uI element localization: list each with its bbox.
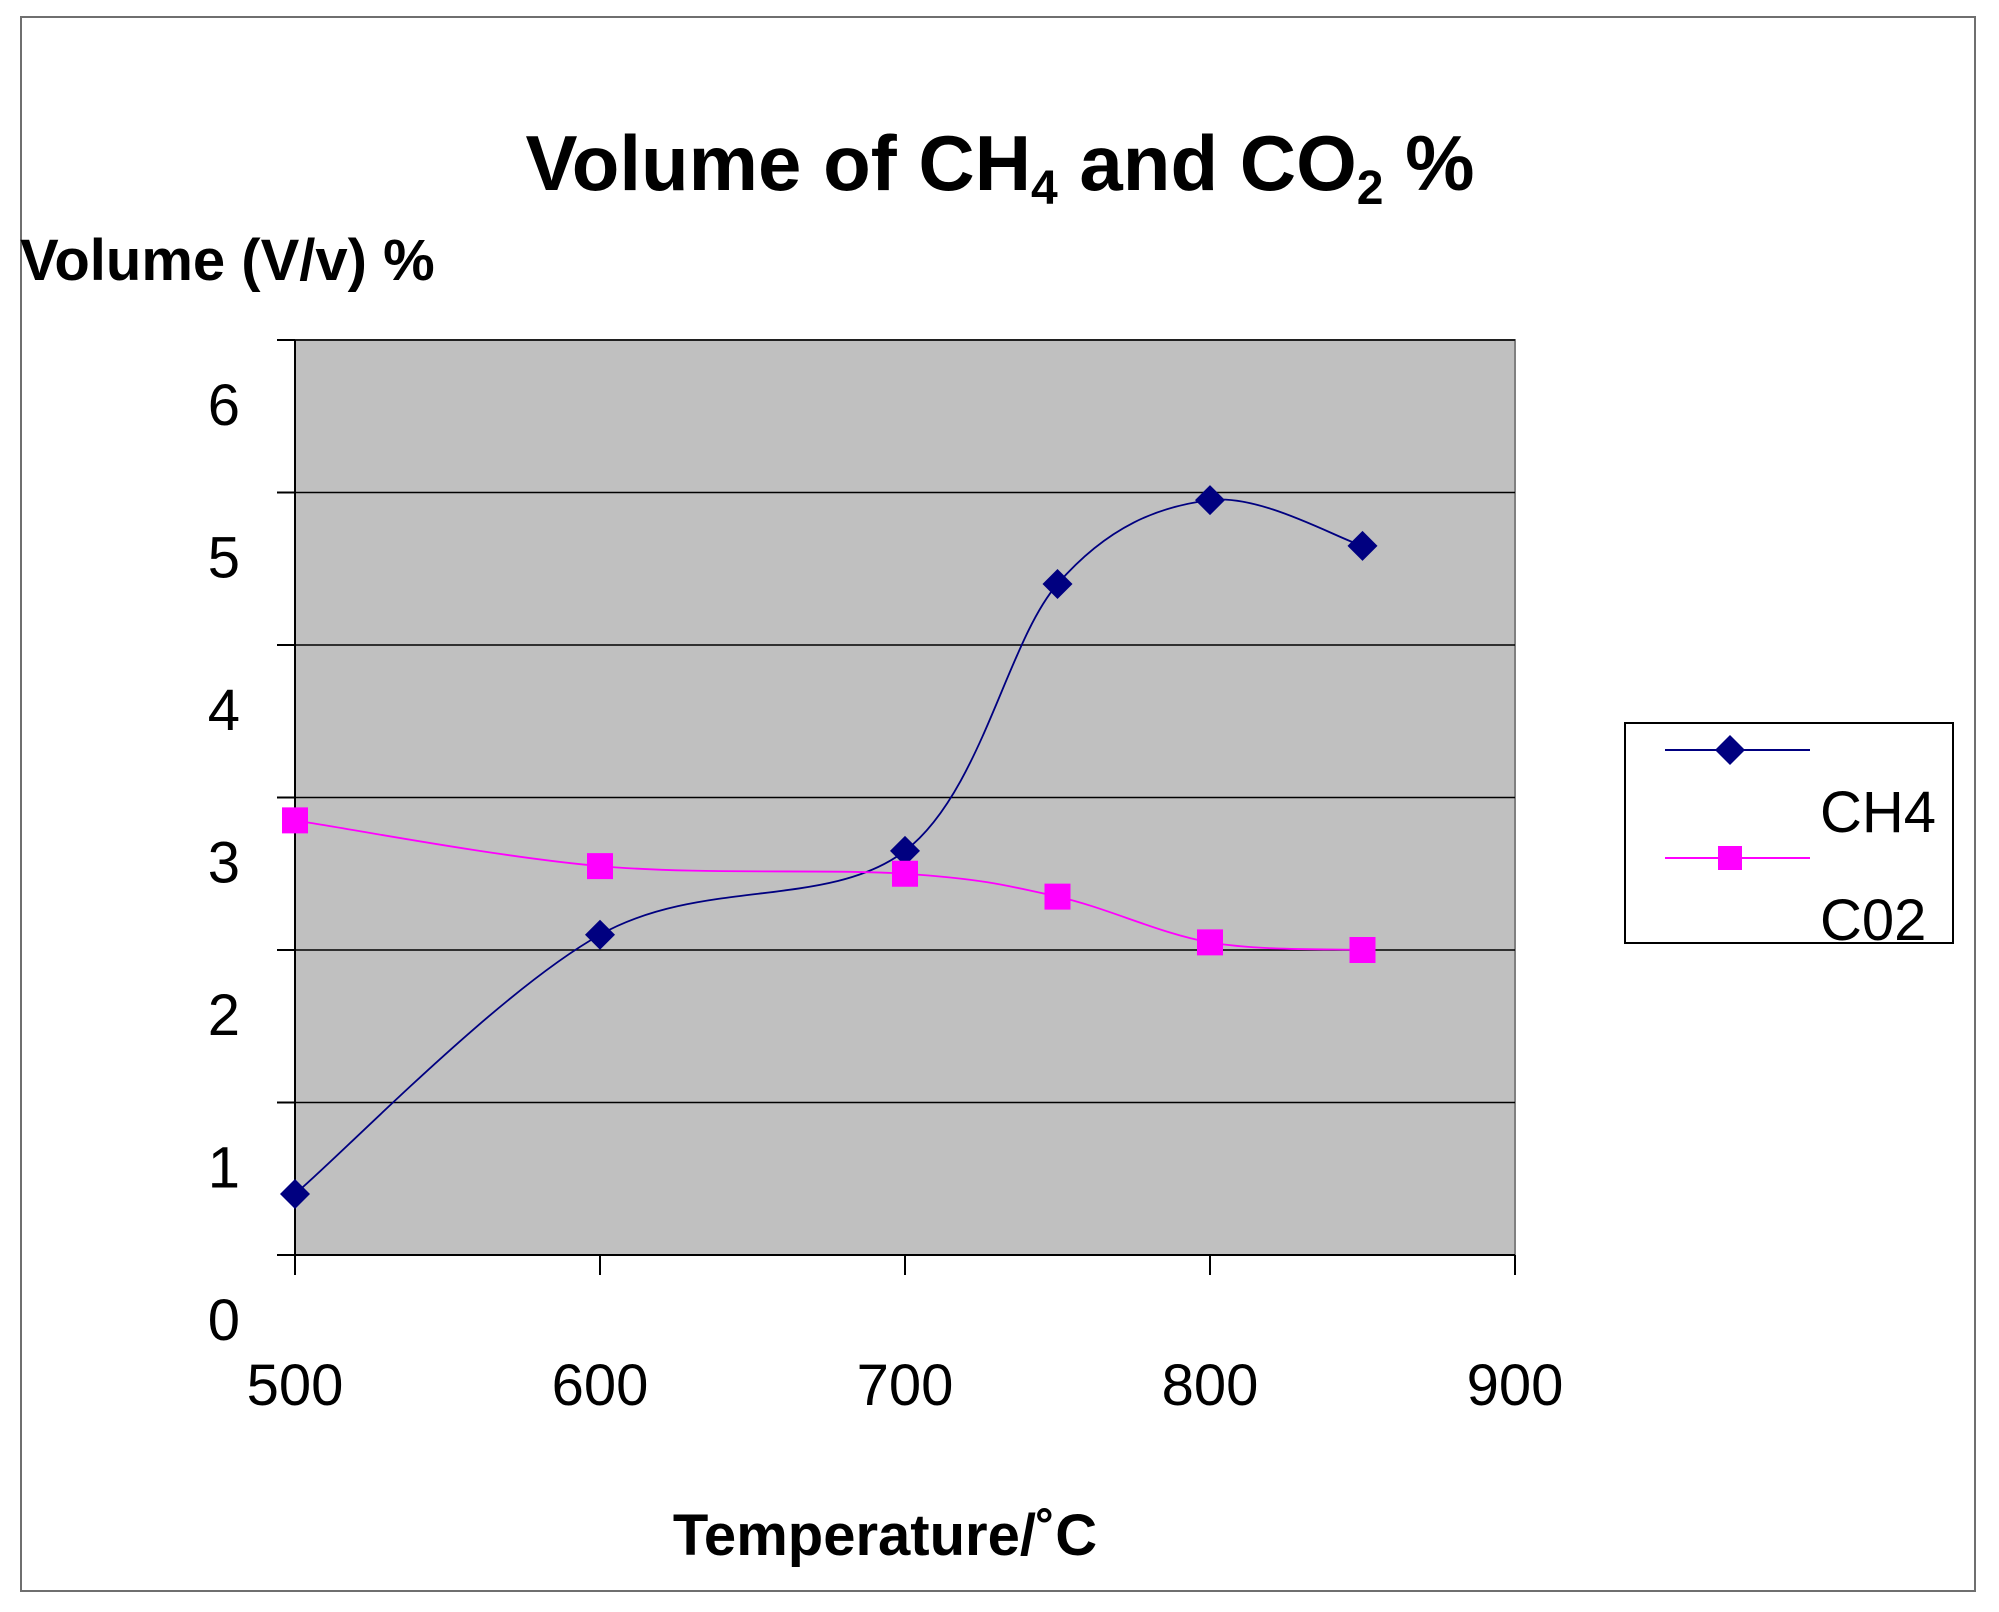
- y-tick-label: 5: [208, 526, 240, 591]
- legend-co2-marker: [1718, 846, 1742, 870]
- gridlines: [295, 339, 1515, 1104]
- data-point-c02: [1197, 929, 1223, 956]
- data-point-ch4: [1195, 485, 1225, 516]
- legend: CH4 C02: [1624, 722, 1954, 953]
- chart-title-part2: and CO: [1058, 119, 1357, 207]
- chart-title: Volume of CH4 and CO2 %: [525, 119, 1474, 215]
- legend-ch4-label: CH4: [1820, 780, 1936, 845]
- data-point-c02: [1044, 883, 1071, 910]
- legend-ch4-marker: [1715, 735, 1745, 765]
- legend-box: [1624, 722, 1954, 944]
- y-tick-label: 0: [208, 1288, 240, 1353]
- data-point-ch4: [585, 919, 615, 950]
- series-markers: [280, 485, 1378, 1209]
- x-tick-label: 500: [247, 1353, 344, 1418]
- data-point-ch4: [1042, 569, 1073, 599]
- data-point-ch4: [890, 835, 920, 866]
- chart-frame: [20, 16, 1976, 1592]
- data-point-ch4: [1347, 530, 1378, 561]
- x-tick-labels: 500 600 700 800 900: [247, 1353, 1564, 1418]
- x-axis-label: Temperature/˚C: [673, 1503, 1097, 1568]
- x-tick-label: 800: [1162, 1353, 1259, 1418]
- chart-title-part3: %: [1383, 119, 1474, 207]
- y-tick-label: 2: [208, 983, 240, 1048]
- y-tick-labels: 0 1 2 3 4 5 6: [208, 373, 240, 1353]
- chart-title-part1: Volume of CH: [525, 119, 1031, 207]
- legend-co2-label: C02: [1820, 888, 1926, 953]
- y-tick-label: 3: [208, 831, 240, 896]
- y-tick-label: 6: [208, 373, 240, 438]
- y-axis-label: Volume (V/v) %: [20, 228, 435, 293]
- data-point-ch4: [280, 1179, 310, 1209]
- x-tick-label: 900: [1467, 1353, 1564, 1418]
- x-tick-label: 600: [552, 1353, 649, 1418]
- x-tick-label: 700: [857, 1353, 954, 1418]
- y-tick-label: 1: [208, 1136, 240, 1201]
- data-point-c02: [1349, 937, 1376, 963]
- chart-title-sub2: 2: [1357, 162, 1384, 215]
- data-point-c02: [587, 853, 613, 880]
- y-tick-label: 4: [208, 678, 240, 743]
- data-point-c02: [282, 807, 308, 834]
- chart-title-sub1: 4: [1031, 162, 1058, 215]
- data-point-c02: [892, 860, 918, 887]
